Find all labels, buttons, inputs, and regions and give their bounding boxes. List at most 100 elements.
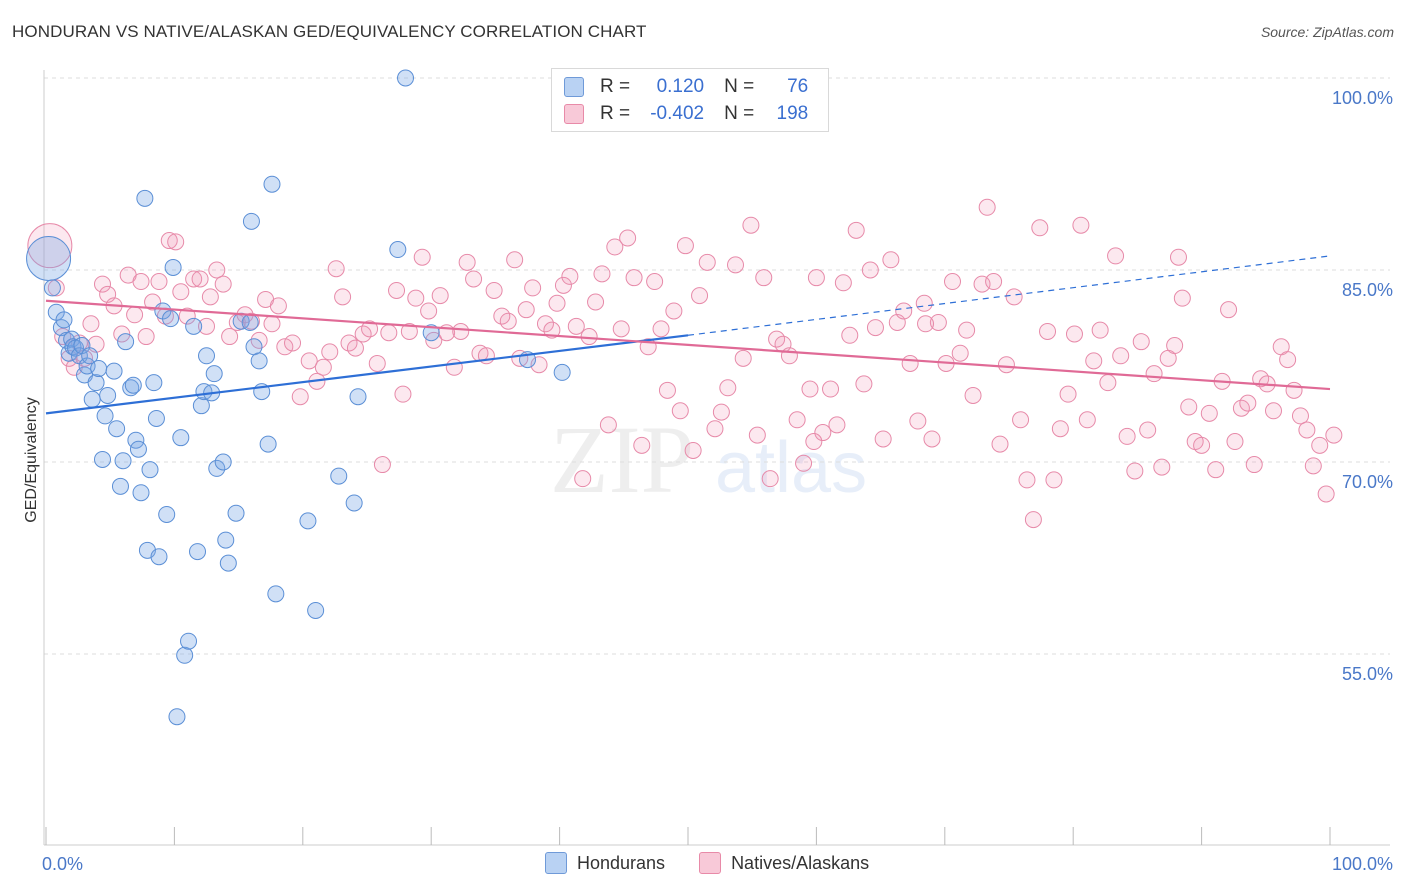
point-hondurans	[217, 531, 235, 549]
point-natives	[137, 328, 155, 346]
point-hondurans	[26, 235, 72, 281]
point-natives	[1193, 436, 1211, 454]
point-hondurans	[205, 365, 223, 383]
point-natives	[269, 297, 287, 315]
point-natives	[698, 253, 716, 271]
point-natives	[742, 216, 760, 234]
point-natives	[612, 320, 630, 338]
point-natives	[755, 269, 773, 287]
point-hondurans	[87, 374, 105, 392]
legend-row-hondurans: R = 0.120 N = 76	[564, 75, 808, 99]
legend-r-label: R =	[600, 103, 631, 124]
point-natives	[828, 416, 846, 434]
point-hondurans	[145, 374, 163, 392]
point-natives	[1126, 462, 1144, 480]
point-hondurans	[422, 324, 440, 342]
point-natives	[334, 288, 352, 306]
point-hondurans	[241, 313, 259, 331]
point-hondurans	[55, 311, 73, 329]
point-hondurans	[81, 347, 99, 365]
point-natives	[1200, 404, 1218, 422]
legend-n-value: 76	[787, 76, 809, 97]
point-hondurans	[219, 554, 237, 572]
x-tick-label: 100.0%	[1332, 854, 1393, 874]
point-hondurans	[250, 352, 268, 370]
point-natives	[465, 270, 483, 288]
point-natives	[1173, 289, 1191, 307]
point-natives	[761, 470, 779, 488]
point-natives	[346, 339, 364, 357]
point-hondurans	[242, 212, 260, 230]
legend-swatch-hondurans	[564, 77, 584, 97]
point-natives	[291, 388, 309, 406]
trend-line-natives	[45, 299, 1331, 391]
legend-row-natives: R = -0.402 N = 198	[564, 102, 808, 126]
point-natives	[574, 470, 592, 488]
point-natives	[126, 306, 144, 324]
legend-n-value: 198	[776, 103, 809, 124]
point-hondurans	[99, 386, 117, 404]
point-natives	[178, 307, 196, 325]
point-natives	[801, 380, 819, 398]
point-natives	[1304, 457, 1322, 475]
correlation-legend: R = 0.120 N = 76 R = -0.402 N = 198	[551, 68, 829, 132]
point-hondurans	[136, 189, 154, 207]
point-hondurans	[83, 390, 101, 408]
point-natives	[676, 237, 694, 255]
point-natives	[485, 281, 503, 299]
point-hondurans	[132, 484, 150, 502]
point-natives	[1325, 426, 1343, 444]
point-natives	[1226, 433, 1244, 451]
point-natives	[909, 412, 927, 430]
point-natives	[619, 229, 637, 247]
legend-r-label: R =	[600, 76, 631, 97]
point-natives	[847, 221, 865, 239]
point-natives	[1265, 402, 1283, 420]
y-tick-label: 100.0%	[1332, 88, 1393, 108]
point-natives	[712, 403, 730, 421]
point-natives	[221, 328, 239, 346]
point-natives	[882, 251, 900, 269]
point-natives	[373, 456, 391, 474]
point-hondurans	[185, 317, 203, 335]
point-natives	[1107, 247, 1125, 265]
point-hondurans	[105, 362, 123, 380]
point-natives	[214, 275, 232, 293]
point-natives	[834, 274, 852, 292]
point-natives	[314, 358, 332, 376]
trend-lines	[45, 255, 1331, 415]
axes	[43, 70, 1390, 846]
point-natives	[633, 436, 651, 454]
point-hondurans	[141, 461, 159, 479]
point-natives	[958, 321, 976, 339]
point-natives	[1298, 421, 1316, 439]
point-hondurans	[147, 409, 165, 427]
point-natives	[684, 441, 702, 459]
point-natives	[167, 233, 185, 251]
point-hondurans	[192, 397, 210, 415]
point-hondurans	[90, 360, 108, 378]
point-natives	[1139, 421, 1157, 439]
point-natives	[1169, 248, 1187, 266]
point-natives	[944, 273, 962, 291]
point-natives	[599, 416, 617, 434]
point-natives	[327, 260, 345, 278]
point-natives	[1291, 407, 1309, 425]
point-natives	[985, 273, 1003, 291]
point-natives	[499, 312, 517, 330]
point-natives	[841, 326, 859, 344]
point-natives	[276, 338, 294, 356]
point-natives	[47, 279, 65, 297]
point-natives	[517, 301, 535, 319]
point-natives	[361, 320, 379, 338]
point-hondurans	[397, 69, 415, 87]
point-natives	[706, 420, 724, 438]
point-natives	[1311, 436, 1329, 454]
point-hondurans	[259, 435, 277, 453]
point-natives	[895, 302, 913, 320]
point-hondurans	[162, 310, 180, 328]
point-natives	[198, 317, 215, 335]
point-natives	[822, 380, 840, 398]
point-natives	[625, 269, 643, 287]
